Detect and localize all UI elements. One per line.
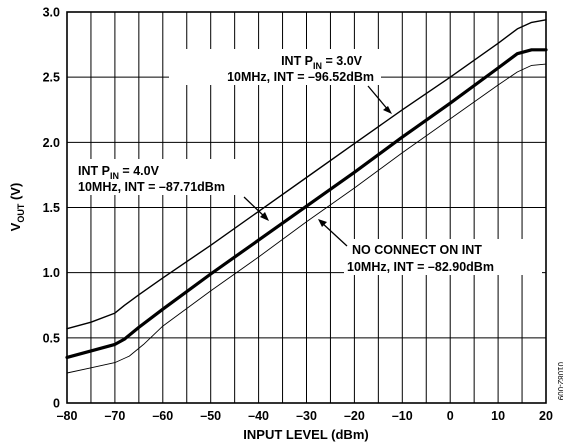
annotation-2-bg [74,159,254,195]
x-axis-label: INPUT LEVEL (dBm) [243,427,368,442]
annotation-1-bg [169,49,381,85]
series-line-2 [65,48,548,359]
annotation-3-bg [344,239,542,275]
annotation-2-arrowhead [260,212,269,221]
annotation-1-line2: 10MHz, INT = –96.52dBm [227,70,374,84]
x-tick-label: –60 [152,409,173,423]
tick-labels: –80 –70 –60 –50 –40 –30 –20 –10 0 10 20 0 0.5 1.0 1.5 2… [43,6,553,424]
plot-frame [66,11,547,404]
x-tick-label: –50 [200,409,221,423]
y-tick-label: 0.5 [43,331,60,345]
annotation-2-arrow [243,196,267,219]
y-axis-label: VOUT (V) [8,183,26,232]
x-tick-label: 10 [491,409,505,423]
annotation-3-arrowhead [318,219,327,227]
annotation-3-line1: NO CONNECT ON INT [352,243,482,257]
annotation-2-line2: 10MHz, INT = –87.71dBm [78,180,225,194]
y-tick-label: 1.5 [43,201,60,215]
y-tick-label: 2.5 [43,71,60,85]
annotation-2-line1: INT PIN = 4.0V [78,164,160,181]
x-tick-label: –80 [57,409,78,423]
y-tick-label: 3.0 [43,6,60,20]
x-tick-label: –20 [344,409,365,423]
figure-id: 01082-009 [556,362,563,401]
y-tick-label: 2.0 [43,136,60,150]
x-tick-label: –30 [296,409,317,423]
series-group [65,19,548,374]
y-tick-label: 1.0 [43,266,60,280]
y-tick-label: 0 [53,397,60,411]
annotation-1-arrow [367,85,390,112]
x-tick-label: –70 [104,409,125,423]
x-tick-label: 20 [539,409,553,423]
x-tick-label: –40 [248,409,269,423]
annotation-3-arrow [320,221,348,247]
series-line-1 [66,19,547,330]
annotation-1-line1: INT PIN = 3.0V [281,54,363,71]
annotation-3-line2: 10MHz, INT = –82.90dBm [347,260,494,274]
x-tick-label: 0 [447,409,454,423]
annotation-1-arrowhead [383,106,392,114]
x-tick-label: –10 [392,409,413,423]
series-line-3 [66,63,547,374]
